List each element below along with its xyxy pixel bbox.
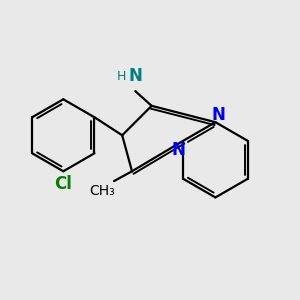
Text: H: H bbox=[117, 70, 126, 83]
Text: CH₃: CH₃ bbox=[90, 184, 116, 198]
Text: N: N bbox=[128, 68, 142, 85]
Text: N: N bbox=[211, 106, 225, 124]
Text: Cl: Cl bbox=[54, 175, 72, 193]
Text: N: N bbox=[171, 141, 185, 159]
